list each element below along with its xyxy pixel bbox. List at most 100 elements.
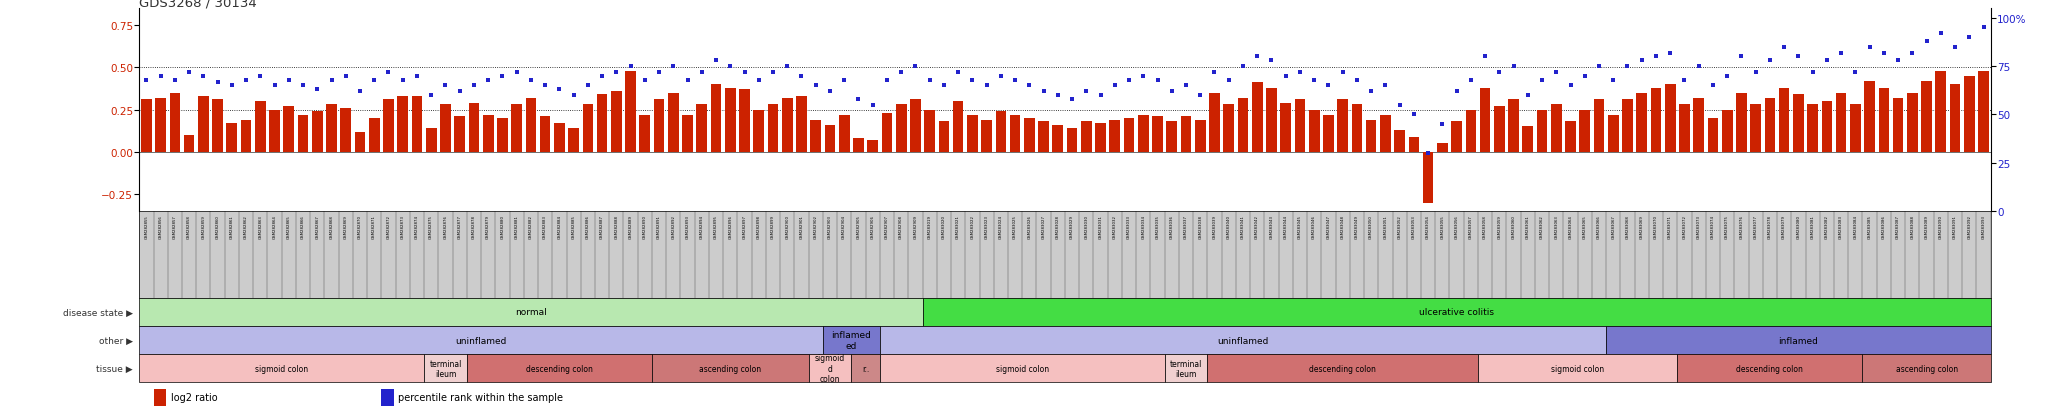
Text: sigmoid colon: sigmoid colon — [1550, 364, 1604, 373]
Point — [1454, 77, 1487, 84]
Text: GSM282892: GSM282892 — [672, 215, 676, 239]
Text: GSM283026: GSM283026 — [1028, 215, 1032, 239]
Bar — [1153, 117, 1163, 152]
Point — [1313, 83, 1346, 90]
Point — [899, 64, 932, 70]
Bar — [1907, 93, 1917, 152]
Bar — [1593, 100, 1604, 152]
Point — [1626, 58, 1659, 64]
Text: GSM283059: GSM283059 — [1497, 215, 1501, 239]
Point — [1169, 83, 1202, 90]
Bar — [1665, 85, 1675, 152]
Bar — [1038, 122, 1049, 152]
Point — [1014, 83, 1047, 90]
Text: ascending colon: ascending colon — [698, 364, 762, 373]
Bar — [823, 326, 881, 354]
Text: GSM283044: GSM283044 — [1284, 215, 1288, 239]
Text: GSM283076: GSM283076 — [1739, 215, 1743, 239]
Bar — [854, 139, 864, 152]
Text: GSM283068: GSM283068 — [1626, 215, 1630, 239]
Point — [1083, 93, 1116, 99]
Text: GSM283085: GSM283085 — [1868, 215, 1872, 239]
Bar — [1677, 354, 1862, 382]
Text: GSM283060: GSM283060 — [1511, 215, 1516, 239]
Point — [1126, 73, 1159, 80]
Text: GSM283041: GSM283041 — [1241, 215, 1245, 239]
Bar — [1608, 115, 1618, 152]
Point — [1270, 73, 1303, 80]
Text: GSM282855: GSM282855 — [145, 215, 147, 239]
Bar — [426, 129, 436, 152]
Point — [215, 83, 248, 90]
Bar — [682, 115, 692, 152]
Point — [1511, 93, 1544, 99]
Bar — [610, 92, 623, 152]
Text: GSM282898: GSM282898 — [758, 215, 760, 239]
Bar — [254, 102, 266, 152]
Text: GSM283075: GSM283075 — [1724, 215, 1729, 239]
Bar — [381, 389, 393, 406]
Point — [330, 73, 362, 80]
Point — [1825, 50, 1858, 57]
Point — [715, 64, 748, 70]
Bar — [1366, 121, 1376, 152]
Text: GSM282863: GSM282863 — [258, 215, 262, 239]
Text: GSM283058: GSM283058 — [1483, 215, 1487, 239]
Bar — [1323, 115, 1333, 152]
Point — [1382, 102, 1415, 109]
Bar — [768, 105, 778, 152]
Text: GSM283020: GSM283020 — [942, 215, 946, 239]
Point — [999, 77, 1032, 84]
Bar — [1892, 98, 1903, 152]
Bar — [199, 97, 209, 152]
Text: GSM282897: GSM282897 — [743, 215, 748, 239]
Text: GSM282864: GSM282864 — [272, 215, 276, 239]
Point — [1540, 69, 1573, 76]
Point — [258, 83, 291, 90]
Text: GSM283031: GSM283031 — [1098, 215, 1102, 239]
Text: uninflamed: uninflamed — [1217, 336, 1268, 345]
Text: descending colon: descending colon — [1309, 364, 1376, 373]
Text: GSM282867: GSM282867 — [315, 215, 319, 239]
Point — [430, 83, 463, 90]
Text: GSM283051: GSM283051 — [1382, 215, 1386, 239]
Bar — [1466, 110, 1477, 152]
Point — [741, 77, 774, 84]
Bar — [1110, 121, 1120, 152]
Bar — [1751, 105, 1761, 152]
Point — [485, 73, 518, 80]
Point — [1667, 77, 1700, 84]
Bar — [1780, 88, 1790, 152]
Point — [1911, 38, 1944, 45]
Bar — [567, 129, 580, 152]
Text: GSM282857: GSM282857 — [172, 215, 176, 239]
Text: GSM283053: GSM283053 — [1411, 215, 1415, 239]
Text: GSM283049: GSM283049 — [1356, 215, 1360, 239]
Text: GSM282895: GSM282895 — [715, 215, 719, 239]
Text: GSM283072: GSM283072 — [1683, 215, 1686, 239]
Bar — [1694, 98, 1704, 152]
Point — [1796, 69, 1829, 76]
Text: GSM283078: GSM283078 — [1767, 215, 1772, 239]
Bar — [1722, 110, 1733, 152]
Text: GSM283033: GSM283033 — [1126, 215, 1130, 239]
Point — [971, 83, 1004, 90]
Point — [1853, 44, 1886, 51]
Bar — [354, 132, 365, 152]
Point — [1739, 69, 1772, 76]
Text: GSM282909: GSM282909 — [913, 215, 918, 239]
Bar — [1024, 119, 1034, 152]
Point — [244, 73, 276, 80]
Text: log2 ratio: log2 ratio — [170, 392, 217, 402]
Bar — [868, 140, 879, 152]
Bar — [1921, 82, 1931, 152]
Bar — [424, 354, 467, 382]
Bar — [311, 112, 324, 152]
Bar — [1536, 110, 1548, 152]
Bar — [981, 121, 991, 152]
Text: GSM283039: GSM283039 — [1212, 215, 1217, 239]
Text: GSM282908: GSM282908 — [899, 215, 903, 239]
Point — [1497, 64, 1530, 70]
Point — [1526, 77, 1559, 84]
Text: GSM282883: GSM282883 — [543, 215, 547, 239]
